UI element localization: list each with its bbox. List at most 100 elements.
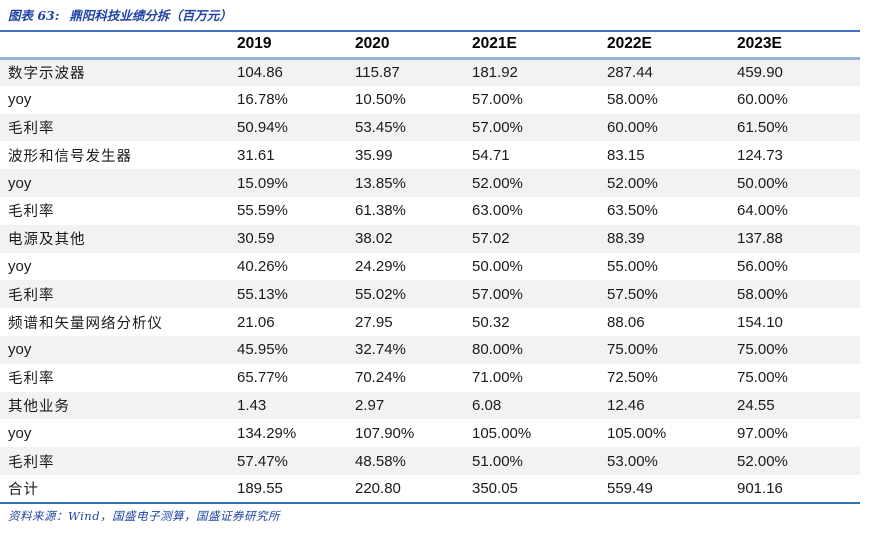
cell-value: 134.29% — [237, 424, 297, 442]
year-column-header: 2023E — [737, 31, 860, 60]
cell-value: 57.02 — [472, 230, 510, 248]
year-column-header: 2022E — [607, 31, 737, 60]
row-label: 毛利率 — [8, 454, 55, 471]
cell-value: 75.00% — [737, 369, 788, 387]
cell-value: 53.45% — [355, 118, 406, 136]
table-body: 数字示波器 104.86 115.87 181.92 287.44 459.90 yoy 16… — [0, 58, 860, 503]
cell-value: 60.00% — [737, 91, 788, 109]
cell-value: 350.05 — [472, 479, 518, 497]
row-label: 其他业务 — [8, 398, 70, 415]
row-label: 毛利率 — [8, 371, 55, 388]
cell-value: 57.00% — [472, 118, 523, 136]
cell-value: 27.95 — [355, 313, 393, 331]
table-row: 其他业务 1.43 2.97 6.08 12.46 24.55 — [0, 391, 860, 420]
row-label: yoy — [8, 257, 32, 275]
cell-value: 57.00% — [472, 91, 523, 109]
row-label: 频谱和矢量网络分析仪 — [8, 315, 163, 332]
cell-value: 57.50% — [607, 285, 658, 303]
cell-value: 83.15 — [607, 146, 645, 164]
year-column-header: 2021E — [472, 31, 607, 60]
cell-value: 57.47% — [237, 452, 288, 470]
row-label: 电源及其他 — [8, 232, 86, 249]
row-label: 波形和信号发生器 — [8, 148, 132, 165]
table-row: 电源及其他 30.59 38.02 57.02 88.39 137.88 — [0, 224, 860, 253]
cell-value: 55.13% — [237, 285, 288, 303]
cell-value: 32.74% — [355, 341, 406, 359]
cell-value: 35.99 — [355, 146, 393, 164]
table-row: yoy 16.78% 10.50% 57.00% 58.00% 60.00% — [0, 86, 860, 114]
row-label: 毛利率 — [8, 287, 55, 304]
figure-title: 图表 63: 鼎阳科技业绩分拆（百万元） — [0, 0, 875, 30]
cell-value: 181.92 — [472, 64, 518, 82]
cell-value: 12.46 — [607, 396, 645, 414]
table-row: 频谱和矢量网络分析仪 21.06 27.95 50.32 88.06 154.10 — [0, 308, 860, 336]
cell-value: 220.80 — [355, 479, 401, 497]
cell-value: 58.00% — [737, 285, 788, 303]
cell-value: 50.32 — [472, 313, 510, 331]
table-row: 毛利率 50.94% 53.45% 57.00% 60.00% 61.50% — [0, 113, 860, 142]
cell-value: 105.00% — [472, 424, 532, 442]
cell-value: 124.73 — [737, 146, 783, 164]
row-label: 毛利率 — [8, 204, 55, 221]
cell-value: 72.50% — [607, 369, 658, 387]
cell-value: 30.59 — [237, 230, 275, 248]
cell-value: 64.00% — [737, 202, 788, 220]
cell-value: 154.10 — [737, 313, 783, 331]
cell-value: 24.29% — [355, 257, 406, 275]
cell-value: 1.43 — [237, 396, 267, 414]
cell-value: 105.00% — [607, 424, 667, 442]
cell-value: 104.86 — [237, 64, 283, 82]
cell-value: 52.00% — [472, 174, 523, 192]
row-label: yoy — [8, 341, 32, 359]
cell-value: 48.58% — [355, 452, 406, 470]
cell-value: 70.24% — [355, 369, 406, 387]
cell-value: 61.50% — [737, 118, 788, 136]
cell-value: 40.26% — [237, 257, 288, 275]
table-row: yoy 40.26% 24.29% 50.00% 55.00% 56.00% — [0, 253, 860, 281]
cell-value: 459.90 — [737, 64, 783, 82]
cell-value: 52.00% — [737, 452, 788, 470]
header-row: 2019 2020 2021E 2022E 2023E — [0, 31, 860, 60]
cell-value: 54.71 — [472, 146, 510, 164]
cell-value: 21.06 — [237, 313, 275, 331]
year-column-header: 2020 — [355, 31, 472, 60]
figure-title-text: 鼎阳科技业绩分拆（百万元） — [69, 8, 232, 23]
cell-value: 287.44 — [607, 64, 653, 82]
cell-value: 50.00% — [472, 257, 523, 275]
cell-value: 55.59% — [237, 202, 288, 220]
table-row: 毛利率 65.77% 70.24% 71.00% 72.50% 75.00% — [0, 364, 860, 392]
table-row: yoy 134.29% 107.90% 105.00% 105.00% 97.00% — [0, 419, 860, 447]
cell-value: 24.55 — [737, 396, 775, 414]
cell-value: 80.00% — [472, 341, 523, 359]
table-row: 毛利率 57.47% 48.58% 51.00% 53.00% 52.00% — [0, 447, 860, 475]
table-row: 毛利率 55.59% 61.38% 63.00% 63.50% 64.00% — [0, 197, 860, 225]
row-label-column-header — [0, 31, 237, 60]
cell-value: 107.90% — [355, 424, 415, 442]
cell-value: 2.97 — [355, 396, 385, 414]
table-row: 数字示波器 104.86 115.87 181.92 287.44 459.90 — [0, 58, 860, 86]
cell-value: 901.16 — [737, 479, 783, 497]
cell-value: 10.50% — [355, 91, 406, 109]
source-note: 资料来源：Wind，国盛电子测算，国盛证券研究所 — [8, 508, 281, 523]
row-label: 毛利率 — [8, 120, 55, 137]
cell-value: 60.00% — [607, 118, 658, 136]
cell-value: 61.38% — [355, 202, 406, 220]
cell-value: 6.08 — [472, 396, 502, 414]
row-label: yoy — [8, 174, 32, 192]
cell-value: 88.06 — [607, 313, 645, 331]
cell-value: 97.00% — [737, 424, 788, 442]
cell-value: 63.50% — [607, 202, 658, 220]
cell-value: 137.88 — [737, 230, 783, 248]
table-row: yoy 45.95% 32.74% 80.00% 75.00% 75.00% — [0, 335, 860, 364]
cell-value: 63.00% — [472, 202, 523, 220]
cell-value: 50.00% — [737, 174, 788, 192]
cell-value: 53.00% — [607, 452, 658, 470]
cell-value: 189.55 — [237, 479, 283, 497]
row-label: yoy — [8, 424, 32, 442]
row-label: 合计 — [8, 481, 39, 498]
table-row: yoy 15.09% 13.85% 52.00% 52.00% 50.00% — [0, 169, 860, 197]
cell-value: 38.02 — [355, 230, 393, 248]
cell-value: 75.00% — [737, 341, 788, 359]
cell-value: 16.78% — [237, 91, 288, 109]
